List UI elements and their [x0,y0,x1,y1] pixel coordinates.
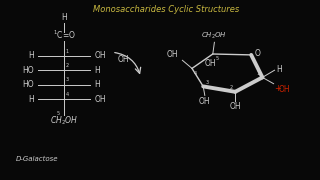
Text: OH: OH [167,50,179,59]
Text: OH: OH [117,55,129,64]
Text: 3: 3 [66,77,69,82]
Text: 2: 2 [229,85,233,90]
Text: H: H [28,94,34,103]
Text: OH: OH [199,97,211,106]
Text: OH: OH [229,102,241,111]
Text: H: H [28,51,34,60]
Text: D-Galactose: D-Galactose [16,156,59,162]
Text: $\mathregular{^1}$C=O: $\mathregular{^1}$C=O [52,29,76,41]
Text: 3: 3 [206,80,209,85]
Text: 4: 4 [66,92,69,97]
Text: HO: HO [22,80,34,89]
Text: H: H [276,65,282,74]
Text: 5: 5 [216,56,219,61]
Text: $CH_2OH$: $CH_2OH$ [50,114,78,127]
Text: OH: OH [94,94,106,103]
Text: 2: 2 [66,63,69,68]
Text: 5: 5 [57,111,60,116]
Text: OH: OH [205,59,216,68]
Text: 4: 4 [194,71,197,76]
Text: 1: 1 [66,49,69,54]
Text: OH: OH [279,85,291,94]
Text: 1: 1 [257,71,260,76]
Text: +: + [275,84,281,93]
Text: H: H [61,13,67,22]
Text: H: H [94,80,100,89]
Text: Monosaccharides Cyclic Structures: Monosaccharides Cyclic Structures [93,5,240,14]
Text: O: O [255,49,261,58]
Text: HO: HO [22,66,34,75]
Text: $CH_2OH$: $CH_2OH$ [201,31,228,41]
Text: OH: OH [94,51,106,60]
Text: H: H [94,66,100,75]
